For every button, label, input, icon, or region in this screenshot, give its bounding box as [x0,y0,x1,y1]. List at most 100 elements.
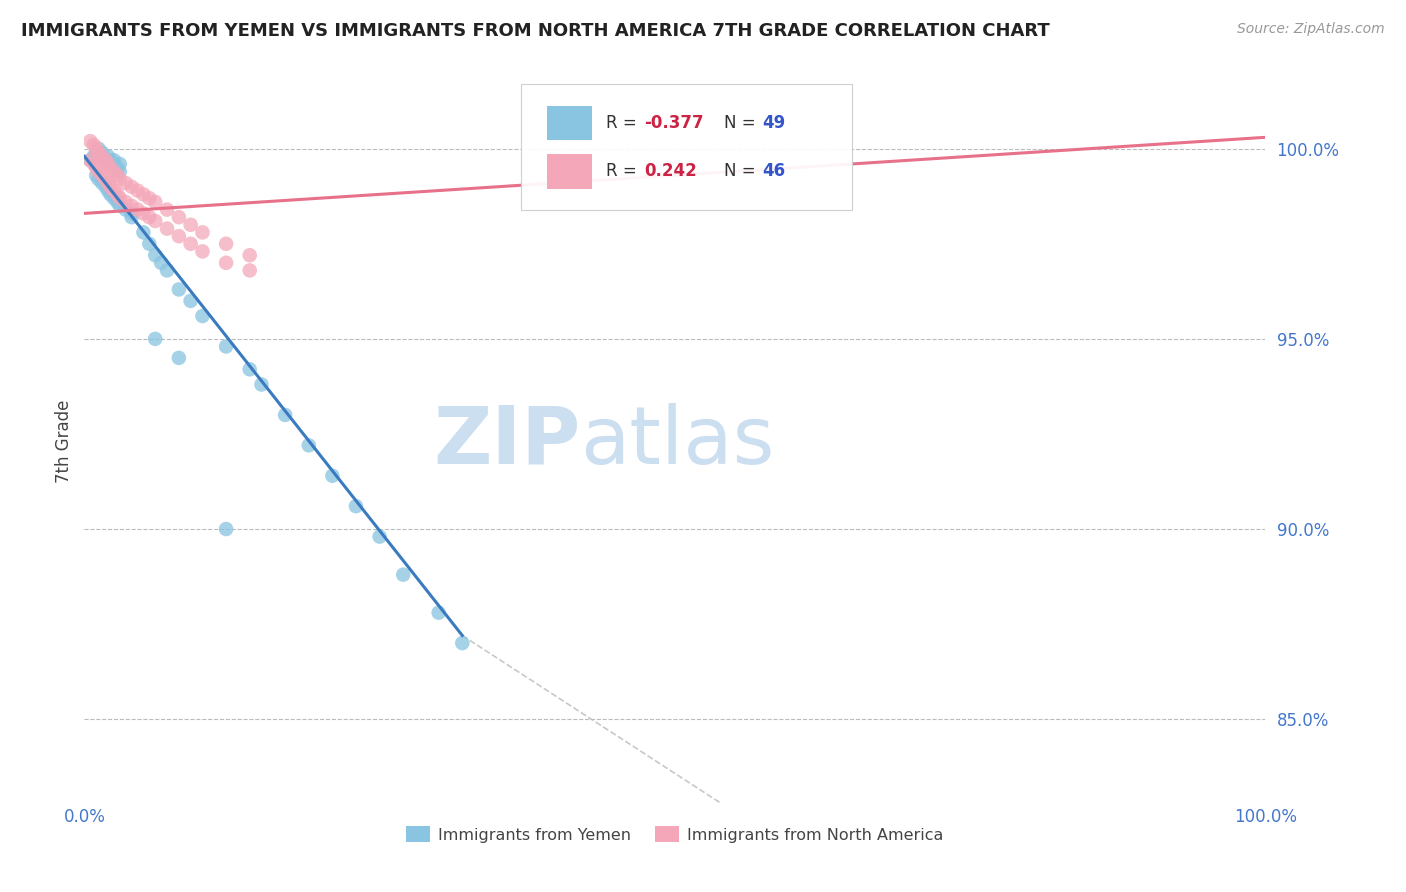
Point [321,468,343,483]
Point [87,145,110,160]
Point [103,184,125,198]
Point [344,499,367,513]
Y-axis label: 7th Grade: 7th Grade [55,400,73,483]
Point [114,176,136,190]
Point [132,206,155,220]
Point [91,149,114,163]
Text: N =: N = [724,114,762,132]
Point [143,194,166,209]
Text: -0.377: -0.377 [644,114,704,132]
Point [97,157,120,171]
Point [215,522,238,536]
Point [121,210,143,224]
Point [79,134,101,148]
Point [79,153,101,168]
Point [451,636,474,650]
Point [368,530,391,544]
Point [215,236,238,251]
Point [191,309,214,323]
Point [274,408,297,422]
Point [215,339,238,353]
Point [108,199,131,213]
Point [121,179,143,194]
Point [239,263,262,277]
Point [114,202,136,217]
Point [114,194,136,209]
Point [94,172,117,186]
Legend: Immigrants from Yemen, Immigrants from North America: Immigrants from Yemen, Immigrants from N… [399,820,950,849]
Point [107,194,129,209]
Point [83,149,105,163]
Point [215,256,238,270]
Point [98,161,121,175]
Point [143,248,166,262]
Point [191,244,214,259]
Point [97,176,120,190]
Point [138,236,160,251]
Point [84,145,107,160]
Point [97,149,120,163]
Point [97,157,120,171]
Point [167,229,190,244]
FancyBboxPatch shape [522,84,852,211]
Point [180,236,202,251]
Point [143,332,166,346]
Point [103,157,125,171]
Point [180,218,202,232]
Point [191,226,214,240]
Point [98,187,121,202]
Point [167,210,190,224]
Point [108,164,131,178]
Point [79,153,101,168]
Point [298,438,321,452]
Point [103,164,125,178]
Point [427,606,450,620]
Text: IMMIGRANTS FROM YEMEN VS IMMIGRANTS FROM NORTH AMERICA 7TH GRADE CORRELATION CHA: IMMIGRANTS FROM YEMEN VS IMMIGRANTS FROM… [21,22,1050,40]
Point [94,153,117,168]
Point [239,362,262,376]
Point [108,157,131,171]
Point [239,248,262,262]
Point [392,567,415,582]
Point [83,137,105,152]
Point [156,263,179,277]
Point [150,256,173,270]
Point [127,184,149,198]
Point [121,206,143,220]
Bar [547,154,592,189]
Point [180,293,202,308]
Point [91,149,114,163]
Point [107,187,129,202]
Bar [547,105,592,140]
Text: 0.242: 0.242 [644,162,697,180]
Point [156,221,179,235]
Point [87,164,110,178]
Point [127,202,149,217]
Point [87,142,110,156]
Point [156,202,179,217]
Point [107,161,129,175]
Point [103,191,125,205]
Point [84,169,107,183]
Point [84,161,107,175]
Text: atlas: atlas [581,402,775,481]
Point [83,157,105,171]
Text: R =: R = [606,114,643,132]
Text: ZIP: ZIP [433,402,581,481]
Point [94,153,117,168]
Point [167,351,190,365]
Point [84,142,107,156]
Point [138,191,160,205]
Text: N =: N = [724,162,762,180]
Text: R =: R = [606,162,643,180]
Point [91,176,114,190]
Point [143,214,166,228]
Point [98,153,121,168]
Point [108,191,131,205]
Text: 49: 49 [762,114,786,132]
Point [132,187,155,202]
Text: 46: 46 [762,162,786,180]
Point [107,169,129,183]
Point [103,153,125,168]
Text: Source: ZipAtlas.com: Source: ZipAtlas.com [1237,22,1385,37]
